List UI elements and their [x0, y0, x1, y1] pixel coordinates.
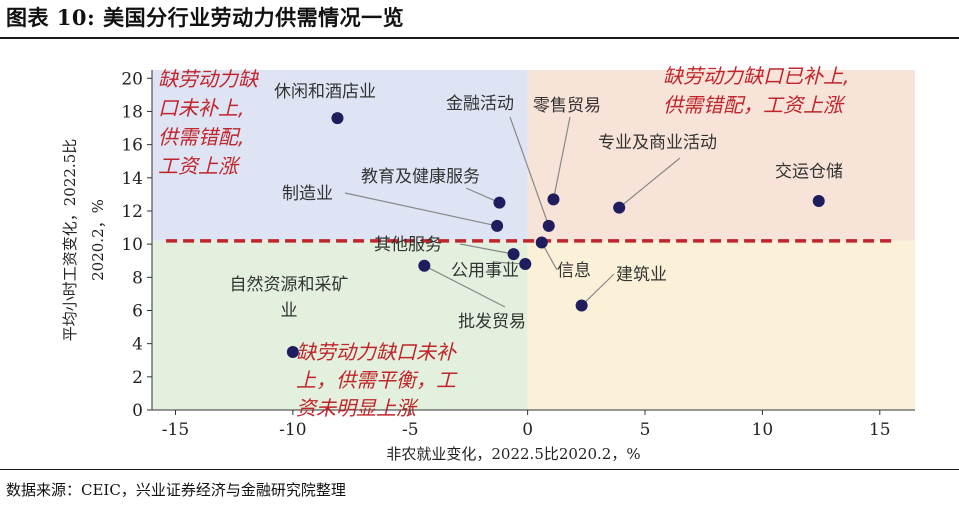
x-tick-label: -15: [162, 420, 189, 440]
point-label: 零售贸易: [533, 96, 601, 116]
data-point: [812, 195, 825, 208]
x-tick-label: -5: [402, 420, 419, 440]
quadrant-bottom-left: [152, 240, 528, 410]
data-point: [519, 258, 532, 271]
leader-line: [618, 157, 681, 209]
data-point: [491, 219, 504, 232]
point-label: 休闲和酒店业: [274, 82, 376, 102]
data-point: [493, 196, 506, 209]
annotation-top-left: 供需错配,: [158, 125, 244, 149]
point-label: 金融活动: [446, 94, 514, 114]
axes: 0 2 4 6 8 10 12 14 16 18 20 -15 -10 -5 0 5 10 15 非农就业变化，20…: [61, 69, 915, 463]
point-label: 业: [281, 301, 298, 321]
leader-line: [344, 192, 498, 227]
title-rule: [0, 37, 959, 39]
y-tick-label: 8: [132, 268, 143, 288]
x-tick-label: -10: [279, 420, 306, 440]
quadrant-backgrounds: [152, 70, 915, 410]
point-label: 公用事业: [451, 261, 519, 281]
x-tick-label: 15: [869, 420, 891, 440]
annotation-top-left: 口未补上,: [158, 96, 244, 120]
scatter-chart: 0 2 4 6 8 10 12 14 16 18 20 -15 -10 -5 0 5 10 15 非农就业变化，20…: [61, 64, 915, 463]
annotation-top-right: 缺劳动力缺口已补上,: [663, 64, 849, 88]
annotation-top-right: 供需错配，工资上涨: [663, 93, 846, 117]
annotation-top-left: 缺劳动力缺: [158, 67, 260, 91]
data-point: [547, 193, 560, 206]
leader-lines: [344, 116, 681, 308]
x-tick-label: 5: [640, 420, 651, 440]
source-rule: [0, 469, 959, 470]
leader-line: [581, 273, 615, 306]
source-note: 数据来源：CEIC，兴业证券经济与金融研究院整理: [6, 481, 346, 499]
y-tick-label: 14: [121, 169, 143, 189]
quadrant-bottom-right: [527, 240, 915, 410]
data-point: [507, 248, 520, 261]
quadrant-top-left: [152, 70, 528, 241]
point-label: 建筑业: [616, 265, 667, 285]
y-tick-label: 4: [132, 335, 143, 355]
quadrant-top-right: [527, 70, 915, 241]
x-axis-label: 非农就业变化，2022.5比2020.2，%: [386, 445, 640, 463]
data-points: [286, 112, 825, 358]
leader-line: [509, 116, 550, 227]
y-tick-label: 10: [121, 235, 143, 255]
x-tick-label: 10: [752, 420, 774, 440]
point-label: 交运仓储: [775, 162, 843, 182]
page-title: 图表 10: 美国分行业劳动力供需情况一览: [6, 5, 405, 30]
point-label: 专业及商业活动: [598, 133, 717, 153]
leader-line: [465, 187, 500, 204]
y-axis-label-line1: 平均小时工资变化，2022.5比: [61, 139, 79, 342]
x-tick-label: 0: [522, 420, 533, 440]
point-label: 信息: [557, 261, 591, 281]
point-label: 制造业: [282, 184, 333, 204]
y-tick-label: 12: [121, 202, 143, 222]
point-label: 教育及健康服务: [361, 167, 480, 187]
y-axis-label-line2: 2020.2，%: [89, 199, 107, 281]
data-point: [542, 219, 555, 232]
y-tick-label: 16: [121, 136, 143, 156]
data-point: [418, 259, 431, 272]
y-tick-label: 6: [132, 301, 143, 321]
leader-line: [424, 265, 506, 308]
data-point: [613, 201, 626, 214]
y-tick-label: 2: [132, 368, 143, 388]
point-label: 其他服务: [374, 235, 442, 255]
annotation-bottom-left: 缺劳动力缺口未补: [296, 340, 457, 364]
y-tick-label: 18: [121, 102, 143, 122]
annotation-top-left: 工资上涨: [158, 154, 241, 178]
point-label: 批发贸易: [458, 312, 526, 332]
data-point: [331, 112, 344, 125]
annotation-bottom-left: 上，供需平衡，工: [296, 368, 458, 392]
data-point: [535, 236, 548, 249]
leader-line: [459, 243, 514, 255]
point-label: 自然资源和采矿: [230, 275, 349, 295]
leader-line: [552, 116, 571, 200]
data-point: [286, 345, 299, 358]
y-tick-label: 0: [132, 401, 143, 421]
annotation-bottom-left: 资未明显上涨: [296, 396, 419, 420]
y-tick-label: 20: [121, 69, 143, 89]
data-point: [575, 299, 588, 312]
